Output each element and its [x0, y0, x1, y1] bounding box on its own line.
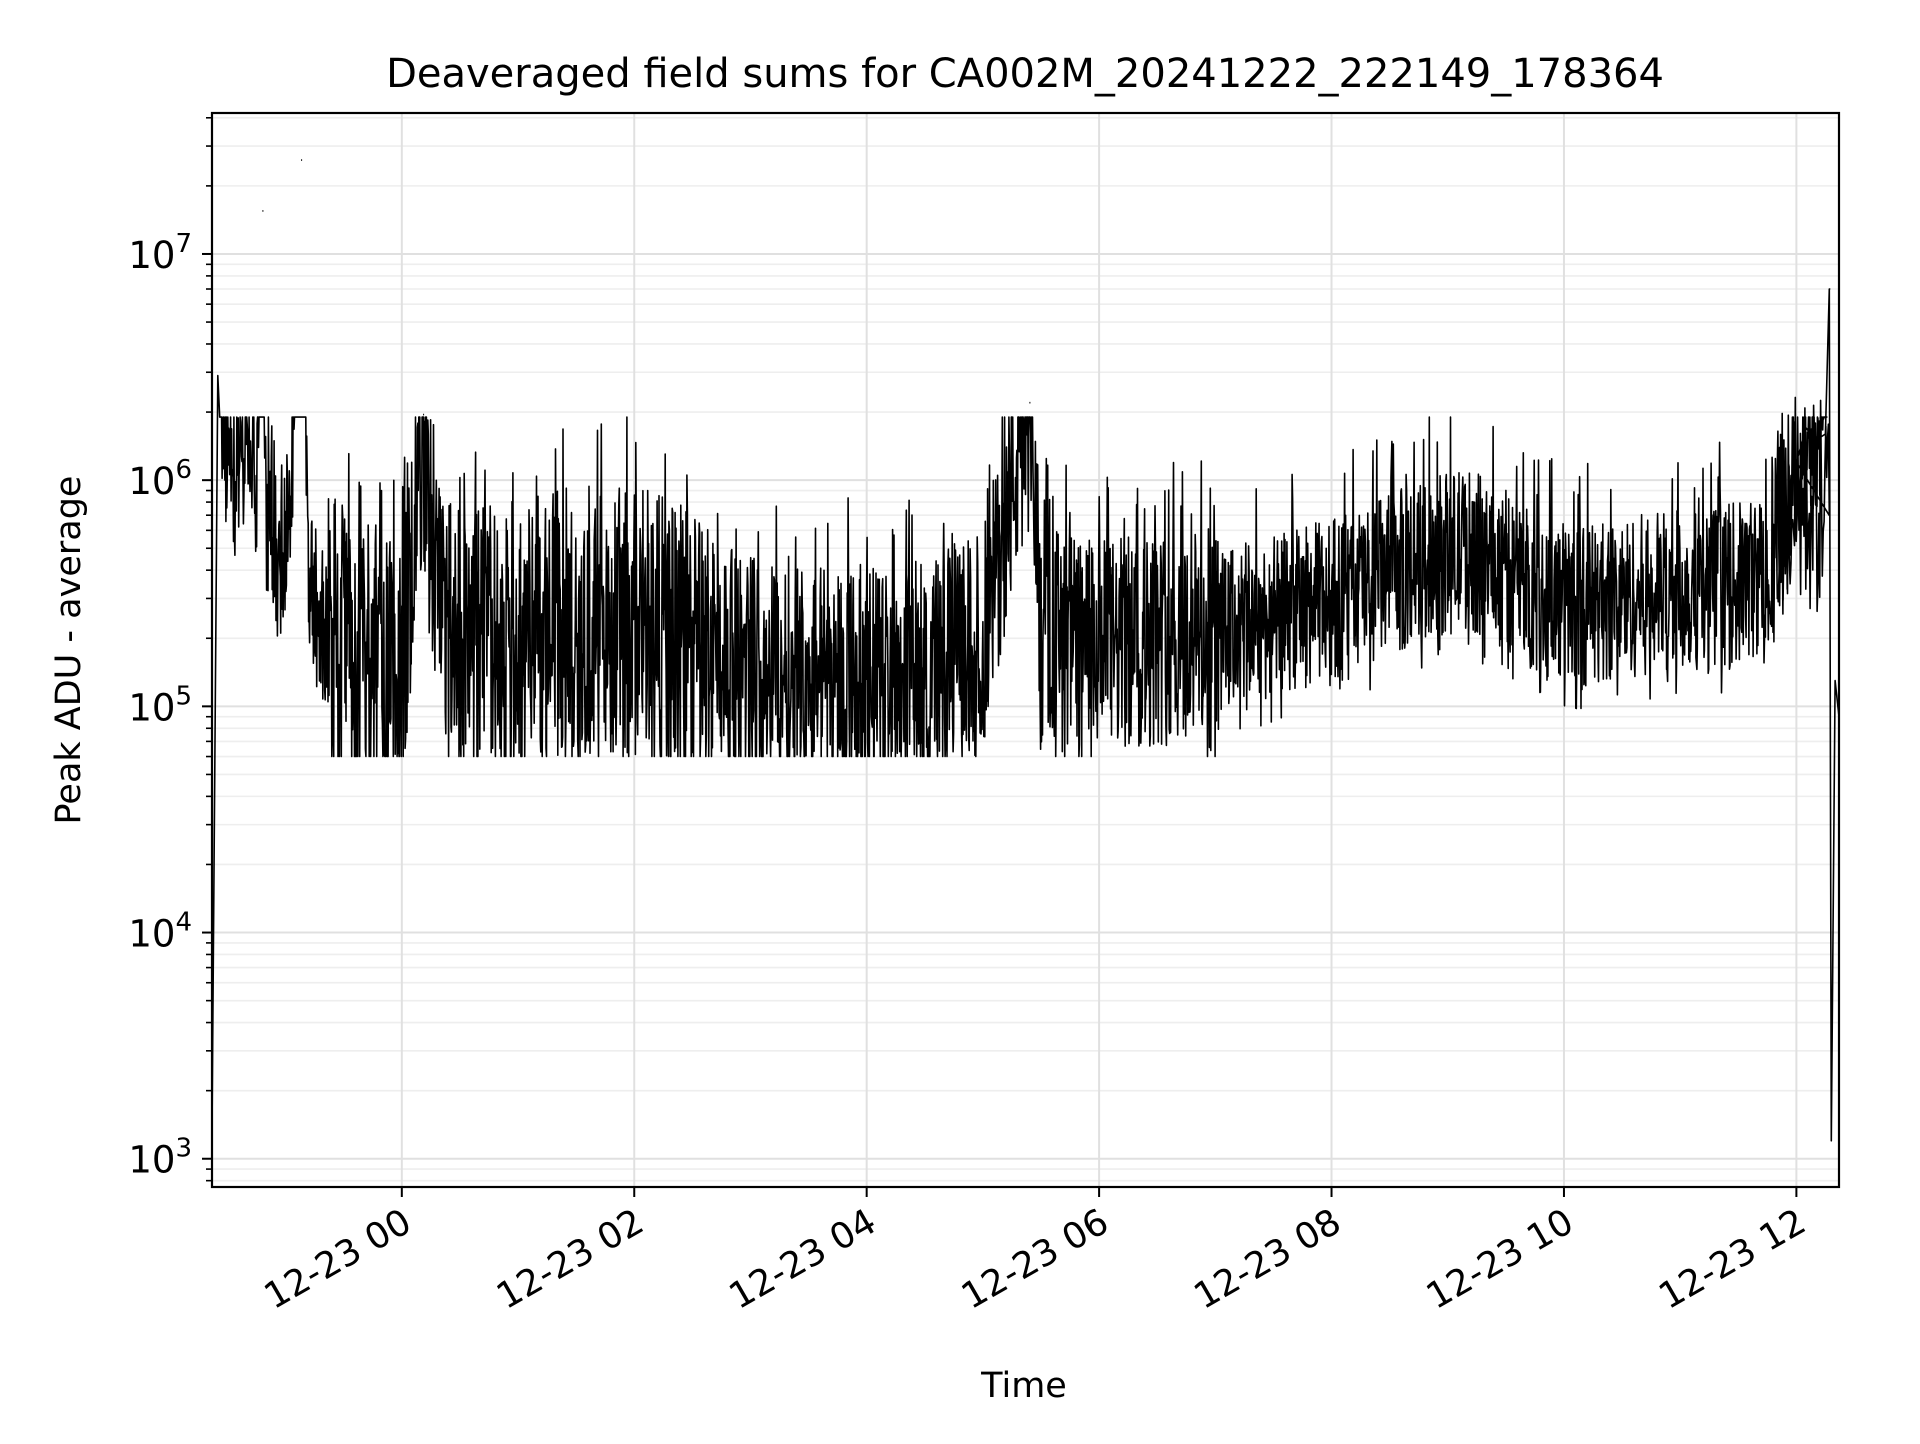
y-tick-label-exponent: 4	[175, 908, 192, 938]
y-tick-label: 105	[128, 681, 192, 729]
y-tick-label: 103	[128, 1134, 192, 1182]
x-axis-label: Time	[980, 1366, 1067, 1406]
y-tick-label-base: 10	[128, 234, 175, 277]
y-tick-label-base: 10	[128, 460, 175, 503]
y-tick-label-base: 10	[128, 913, 175, 956]
y-tick-label-base: 10	[128, 686, 175, 729]
y-axis-label: Peak ADU - average	[49, 476, 89, 825]
series-line	[211, 159, 1840, 1142]
y-tick-label-exponent: 3	[175, 1134, 192, 1164]
y-tick-label: 107	[128, 229, 192, 277]
y-tick-label-exponent: 7	[175, 229, 192, 259]
plot-frame	[210, 111, 1841, 1189]
y-tick-label-exponent: 6	[175, 455, 192, 485]
chart-title: Deaveraged field sums for CA002M_2024122…	[386, 51, 1664, 97]
grid	[212, 113, 1839, 1187]
y-tick-label: 106	[128, 455, 192, 503]
y-tick-label-exponent: 5	[175, 681, 192, 711]
y-tick-label: 104	[128, 908, 192, 956]
y-tick-label-base: 10	[128, 1139, 175, 1182]
series-layer	[211, 159, 1840, 1142]
